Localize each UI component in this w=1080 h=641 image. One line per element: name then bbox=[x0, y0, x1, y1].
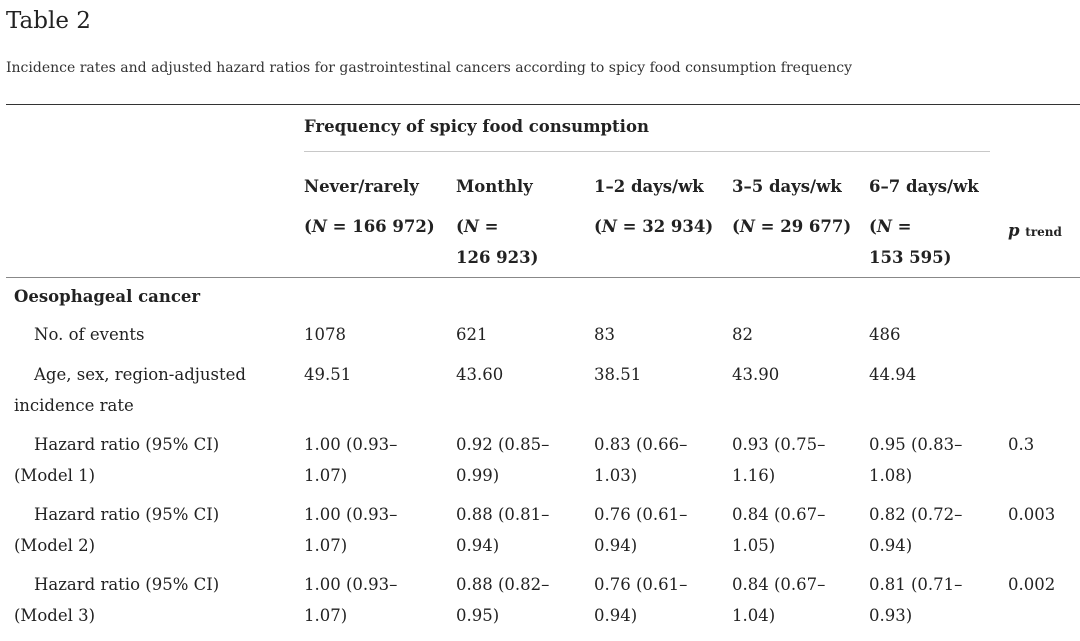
table-cell: 0.99) bbox=[456, 466, 500, 485]
table-cell: 38.51 bbox=[594, 365, 642, 384]
table-cell: 1078 bbox=[304, 325, 346, 344]
column-header-1-2: 1–2 days/wk bbox=[594, 177, 704, 196]
table-cell: 0.76 (0.61– bbox=[594, 575, 688, 594]
table-cell: 1.03) bbox=[594, 466, 638, 485]
table-cell: 1.08) bbox=[869, 466, 913, 485]
table-cell: 1.05) bbox=[732, 536, 776, 555]
table-cell: 0.83 (0.66– bbox=[594, 435, 688, 454]
row-label: No. of events bbox=[34, 325, 145, 344]
table-cell: 621 bbox=[456, 325, 488, 344]
table-cell: 0.94) bbox=[869, 536, 913, 555]
column-n-3-5: (N = 29 677) bbox=[732, 217, 852, 236]
column-header-never: Never/rarely bbox=[304, 177, 419, 196]
table-cell: 82 bbox=[732, 325, 753, 344]
table-cell: 0.88 (0.82– bbox=[456, 575, 550, 594]
p-trend-value: 0.003 bbox=[1008, 505, 1056, 524]
table-cell: 44.94 bbox=[869, 365, 917, 384]
table-cell: 486 bbox=[869, 325, 901, 344]
table-cell: 1.04) bbox=[732, 606, 776, 625]
header-bottom-rule bbox=[6, 277, 1080, 278]
table-cell: 1.00 (0.93– bbox=[304, 575, 398, 594]
column-n-1-2: (N = 32 934) bbox=[594, 217, 714, 236]
row-label-cont: (Model 1) bbox=[14, 466, 96, 485]
table-cell: 0.94) bbox=[594, 536, 638, 555]
table-caption: Incidence rates and adjusted hazard rati… bbox=[6, 60, 852, 76]
table-cell: 1.00 (0.93– bbox=[304, 505, 398, 524]
table-cell: 1.07) bbox=[304, 466, 348, 485]
row-label: Age, sex, region-adjusted bbox=[34, 365, 246, 384]
table-cell: 0.84 (0.67– bbox=[732, 505, 826, 524]
section-oesophageal-cancer: Oesophageal cancer bbox=[14, 287, 201, 306]
table-cell: 1.00 (0.93– bbox=[304, 435, 398, 454]
table-cell: 1.07) bbox=[304, 536, 348, 555]
table-cell: 0.82 (0.72– bbox=[869, 505, 963, 524]
p-trend-value: 0.3 bbox=[1008, 435, 1035, 454]
row-label: Hazard ratio (95% CI) bbox=[34, 575, 220, 594]
group-header: Frequency of spicy food consumption bbox=[304, 117, 649, 136]
p-trend-value: 0.002 bbox=[1008, 575, 1056, 594]
column-header-3-5: 3–5 days/wk bbox=[732, 177, 842, 196]
row-label: Hazard ratio (95% CI) bbox=[34, 435, 220, 454]
table-cell: 0.93 (0.75– bbox=[732, 435, 826, 454]
table-cell: 83 bbox=[594, 325, 615, 344]
table-cell: 0.84 (0.67– bbox=[732, 575, 826, 594]
table-top-rule bbox=[6, 104, 1080, 105]
table-cell: 49.51 bbox=[304, 365, 352, 384]
table-cell: 0.93) bbox=[869, 606, 913, 625]
table-title: Table 2 bbox=[6, 8, 91, 34]
table-cell: 43.60 bbox=[456, 365, 504, 384]
table-cell: 43.90 bbox=[732, 365, 780, 384]
table-cell: 1.07) bbox=[304, 606, 348, 625]
table-cell: 0.94) bbox=[456, 536, 500, 555]
table-cell: 0.88 (0.81– bbox=[456, 505, 550, 524]
row-label-cont: (Model 2) bbox=[14, 536, 96, 555]
column-header-6-7: 6–7 days/wk bbox=[869, 177, 979, 196]
column-n-monthly: (N = bbox=[456, 217, 499, 236]
table-cell: 0.95) bbox=[456, 606, 500, 625]
column-header-p-trend: p trend bbox=[1008, 221, 1062, 240]
group-header-rule bbox=[304, 151, 990, 152]
table-cell: 0.95 (0.83– bbox=[869, 435, 963, 454]
column-n-6-7-cont: 153 595) bbox=[869, 248, 952, 267]
row-label-cont: (Model 3) bbox=[14, 606, 96, 625]
column-n-never: (N = 166 972) bbox=[304, 217, 435, 236]
column-n-6-7: (N = bbox=[869, 217, 912, 236]
table-cell: 0.92 (0.85– bbox=[456, 435, 550, 454]
column-header-monthly: Monthly bbox=[456, 177, 533, 196]
row-label: Hazard ratio (95% CI) bbox=[34, 505, 220, 524]
table-cell: 0.94) bbox=[594, 606, 638, 625]
row-label-cont: incidence rate bbox=[14, 396, 134, 415]
table-cell: 1.16) bbox=[732, 466, 776, 485]
table-cell: 0.81 (0.71– bbox=[869, 575, 963, 594]
table-cell: 0.76 (0.61– bbox=[594, 505, 688, 524]
column-n-monthly-cont: 126 923) bbox=[456, 248, 539, 267]
